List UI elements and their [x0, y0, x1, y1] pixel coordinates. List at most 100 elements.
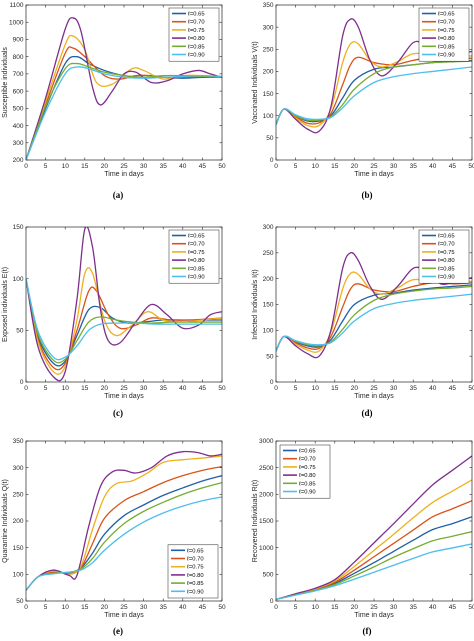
legend-entry: ℓ=0.70	[188, 20, 205, 26]
x-tick-label: 40	[179, 385, 187, 392]
legend-box	[418, 229, 470, 284]
x-tick-label: 0	[274, 385, 278, 392]
y-axis-label: Susceptible individuals	[2, 47, 9, 118]
y-tick-label: 150	[263, 91, 274, 98]
x-tick-label: 10	[62, 385, 70, 392]
legend-box	[168, 7, 220, 62]
y-tick-label: 1100	[10, 2, 24, 9]
x-tick-label: 40	[179, 163, 187, 170]
legend-entry: ℓ=0.85	[187, 581, 204, 587]
legend-entry: ℓ=0.85	[188, 44, 205, 50]
x-tick-label: 5	[44, 604, 48, 611]
x-tick-label: 0	[274, 163, 278, 170]
legend-entry: ℓ=0.90	[188, 53, 205, 59]
chart-panel-5: 0 5 10 15 20 25 30 35 40 45 50 50 100 150 200 250 300 350…	[2, 438, 226, 636]
y-tick-label: 200	[263, 276, 274, 283]
y-tick-label: 200	[13, 157, 24, 164]
series-line-4	[26, 227, 222, 382]
x-tick-label: 45	[199, 163, 207, 170]
x-tick-label: 35	[160, 604, 168, 611]
series-group	[26, 227, 222, 382]
y-tick-label: 100	[263, 113, 274, 120]
x-tick-label: 50	[468, 604, 474, 611]
series-line-6	[26, 66, 222, 160]
chart-panel-4: 0 5 10 15 20 25 30 35 40 45 50 0 50 100 150 200 250 300 Ti…	[252, 224, 474, 418]
legend-entry: ℓ=0.65	[188, 234, 205, 240]
x-tick-label: 35	[410, 163, 418, 170]
y-tick-label: 50	[266, 135, 274, 142]
x-tick-label: 20	[101, 604, 109, 611]
legend-entry: ℓ=0.65	[188, 12, 205, 18]
legend-entry: ℓ=0.65	[299, 449, 316, 455]
x-axis-label: Time in days	[104, 612, 144, 619]
legend-entry: ℓ=0.90	[438, 275, 455, 281]
legend: ℓ=0.65 ℓ=0.70 ℓ=0.75 ℓ=0.80 ℓ=0.85 ℓ=0.90	[418, 7, 470, 62]
x-tick-label: 20	[101, 385, 109, 392]
x-tick-label: 50	[468, 385, 474, 392]
x-tick-label: 45	[449, 163, 457, 170]
x-axis-label: Time in days	[354, 393, 394, 400]
y-tick-label: 150	[13, 224, 24, 231]
y-tick-label: 0	[270, 157, 274, 164]
legend-box	[418, 7, 470, 62]
y-tick-label: 250	[13, 492, 24, 499]
chart-panel-1: 0 5 10 15 20 25 30 35 40 45 50 200 300 400 500 600 700 80…	[2, 2, 226, 200]
axes-frame	[275, 440, 473, 602]
y-tick-label: 50	[16, 328, 24, 335]
x-tick-label: 45	[449, 385, 457, 392]
x-tick-label: 40	[179, 604, 187, 611]
x-tick-label: 0	[274, 604, 278, 611]
x-tick-label: 10	[62, 163, 70, 170]
y-tick-label: 700	[13, 71, 24, 78]
series-line-6	[276, 293, 472, 352]
legend: ℓ=0.65 ℓ=0.70 ℓ=0.75 ℓ=0.80 ℓ=0.85 ℓ=0.90	[279, 444, 331, 499]
x-tick-label: 0	[24, 385, 28, 392]
legend-entry: ℓ=0.65	[438, 12, 455, 18]
legend-entry: ℓ=0.90	[438, 53, 455, 59]
x-tick-label: 5	[294, 163, 298, 170]
x-tick-label: 15	[81, 385, 89, 392]
y-tick-label: 200	[13, 518, 24, 525]
x-tick-label: 25	[370, 385, 378, 392]
x-tick-label: 30	[140, 163, 148, 170]
series-line-4	[276, 455, 472, 601]
y-tick-label: 900	[13, 37, 24, 44]
y-tick-label: 350	[263, 2, 274, 9]
y-tick-label: 400	[13, 123, 24, 130]
y-tick-label: 600	[13, 88, 24, 95]
y-tick-label: 100	[263, 328, 274, 335]
y-tick-label: 100	[13, 572, 24, 579]
y-tick-label: 150	[13, 545, 24, 552]
series-group	[26, 450, 222, 591]
series-line-6	[276, 543, 472, 601]
legend-box	[168, 229, 220, 284]
y-tick-label: 350	[13, 438, 24, 445]
legend-entry: ℓ=0.85	[188, 266, 205, 272]
legend-entry: ℓ=0.70	[438, 242, 455, 248]
x-tick-label: 25	[370, 163, 378, 170]
legend-entry: ℓ=0.85	[299, 481, 316, 487]
legend-entry: ℓ=0.90	[299, 490, 316, 496]
x-tick-label: 35	[160, 385, 168, 392]
legend-entry: ℓ=0.75	[438, 250, 455, 256]
x-tick-label: 40	[429, 604, 437, 611]
x-tick-label: 35	[410, 385, 418, 392]
series-line-5	[26, 278, 222, 364]
y-tick-label: 1500	[259, 518, 274, 525]
legend-entry: ℓ=0.80	[187, 573, 204, 579]
series-line-6	[26, 496, 222, 591]
x-tick-label: 15	[81, 604, 89, 611]
legend-box	[279, 444, 331, 499]
legend-entry: ℓ=0.65	[438, 234, 455, 240]
legend-entry: ℓ=0.75	[188, 28, 205, 34]
legend-entry: ℓ=0.85	[438, 266, 455, 272]
legend-entry: ℓ=0.90	[187, 589, 204, 595]
legend-entry: ℓ=0.75	[299, 465, 316, 471]
y-tick-label: 0	[20, 379, 24, 386]
axes-frame	[275, 4, 473, 161]
x-tick-label: 35	[410, 604, 418, 611]
panel-label: (e)	[113, 626, 123, 636]
x-tick-label: 30	[140, 385, 148, 392]
x-tick-label: 15	[331, 385, 339, 392]
y-tick-label: 300	[263, 224, 274, 231]
